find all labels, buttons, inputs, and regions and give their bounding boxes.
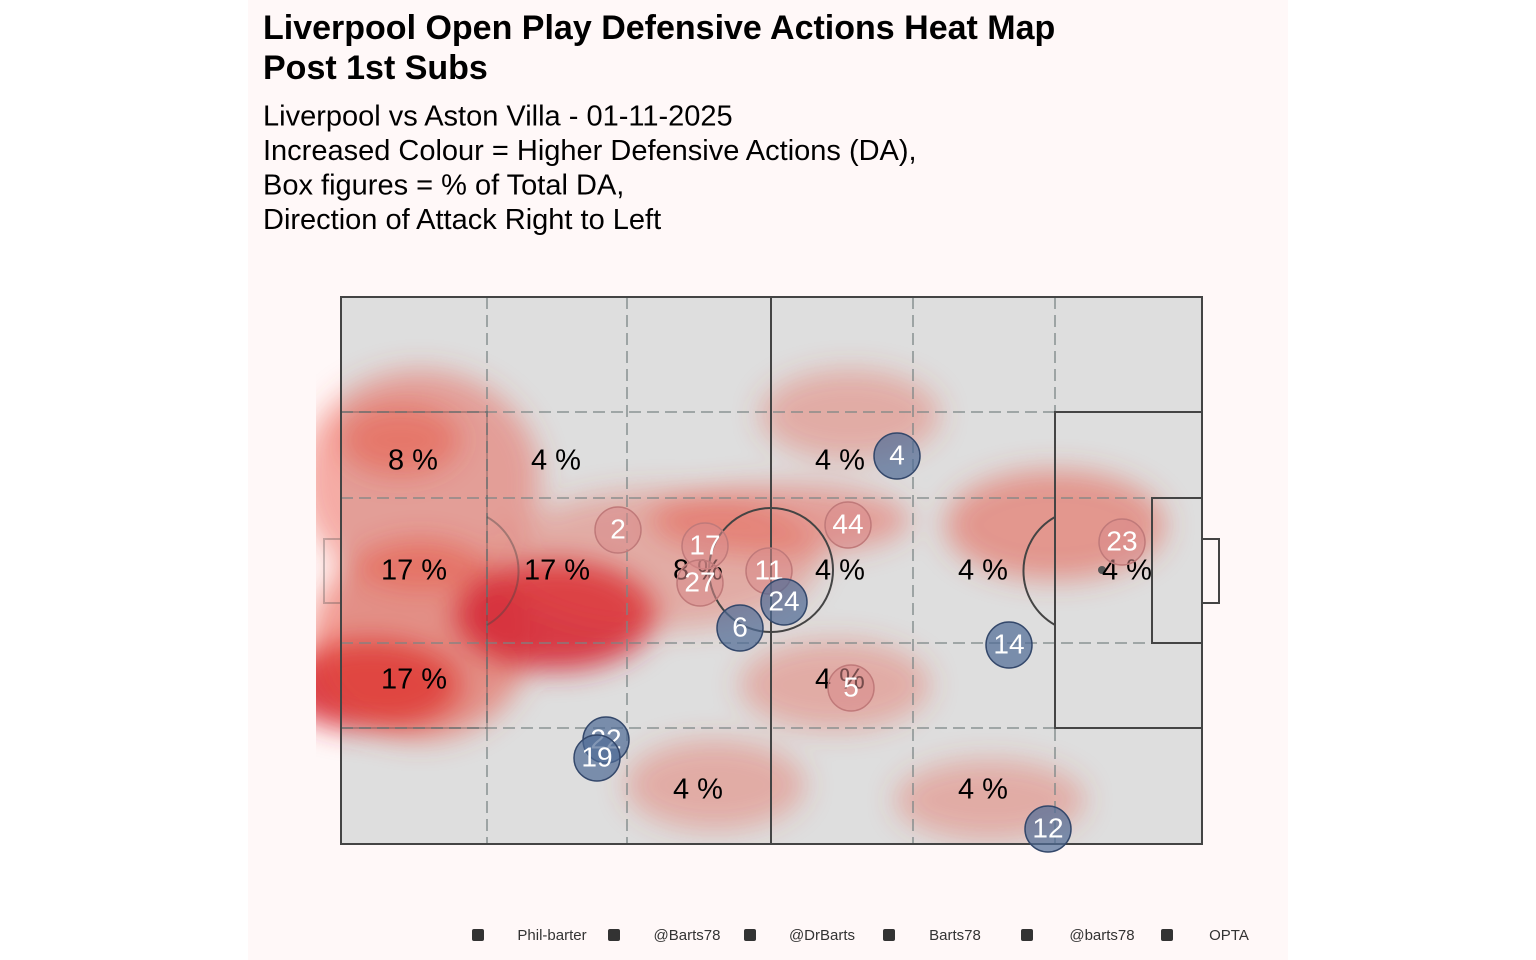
chart-title: Liverpool Open Play Defensive Actions He… bbox=[263, 9, 1055, 47]
icon bbox=[744, 929, 756, 941]
player-marker bbox=[716, 604, 764, 652]
player-marker bbox=[594, 506, 642, 554]
player-number: 2 bbox=[610, 513, 626, 544]
credit: OPTA bbox=[1209, 927, 1249, 944]
zone-label: 8 % bbox=[388, 445, 438, 477]
player-number: 6 bbox=[732, 611, 748, 642]
icon bbox=[1161, 929, 1173, 941]
player-number: 5 bbox=[843, 671, 859, 702]
icon bbox=[1021, 929, 1033, 941]
credit: Phil-barter bbox=[517, 927, 586, 944]
credits: Phil-barter @Barts78 @DrBarts Barts78 @barts… bbox=[472, 927, 1249, 944]
zone-label: 17 % bbox=[524, 555, 590, 587]
icon bbox=[472, 929, 484, 941]
player-number: 24 bbox=[768, 585, 799, 616]
player-number: 4 bbox=[889, 439, 905, 470]
chart-title: Post 1st Subs bbox=[263, 49, 488, 87]
players: 424417232711246145221912 bbox=[573, 432, 1146, 853]
chart-subtitle: Liverpool vs Aston Villa - 01-11-2025 bbox=[263, 101, 733, 133]
player-marker bbox=[676, 559, 724, 607]
player-marker bbox=[760, 578, 808, 626]
player-number: 27 bbox=[684, 566, 715, 597]
player-marker bbox=[873, 432, 921, 480]
zone-label: 17 % bbox=[381, 555, 447, 587]
credit: Barts78 bbox=[929, 927, 981, 944]
zone-label: 4 % bbox=[673, 774, 723, 806]
titles: Liverpool Open Play Defensive Actions He… bbox=[263, 9, 1055, 236]
player-marker bbox=[573, 734, 621, 782]
player-marker bbox=[1098, 518, 1146, 566]
credit: @Barts78 bbox=[654, 927, 721, 944]
credit: @DrBarts bbox=[789, 927, 855, 944]
zone-label: 4 % bbox=[958, 555, 1008, 587]
player-number: 12 bbox=[1032, 812, 1063, 843]
zone-label: 4 % bbox=[815, 445, 865, 477]
icon bbox=[608, 929, 620, 941]
zone-label: 4 % bbox=[815, 555, 865, 587]
player-marker bbox=[824, 501, 872, 549]
credit: @barts78 bbox=[1069, 927, 1134, 944]
icon bbox=[883, 929, 895, 941]
player-number: 44 bbox=[832, 508, 863, 539]
player-number: 17 bbox=[689, 529, 720, 560]
zone-label: 4 % bbox=[958, 774, 1008, 806]
zone-label: 4 % bbox=[531, 445, 581, 477]
player-marker bbox=[827, 664, 875, 712]
penalty-spot bbox=[1098, 566, 1106, 574]
chart-subtitle: Direction of Attack Right to Left bbox=[263, 204, 661, 236]
player-number: 14 bbox=[993, 628, 1024, 659]
chart-subtitle: Box figures = % of Total DA, bbox=[263, 170, 624, 202]
player-number: 19 bbox=[581, 741, 612, 772]
player-marker bbox=[985, 621, 1033, 669]
player-number: 23 bbox=[1106, 525, 1137, 556]
chart-subtitle: Increased Colour = Higher Defensive Acti… bbox=[263, 135, 917, 167]
player-marker bbox=[1024, 805, 1072, 853]
zone-label: 17 % bbox=[381, 664, 447, 696]
